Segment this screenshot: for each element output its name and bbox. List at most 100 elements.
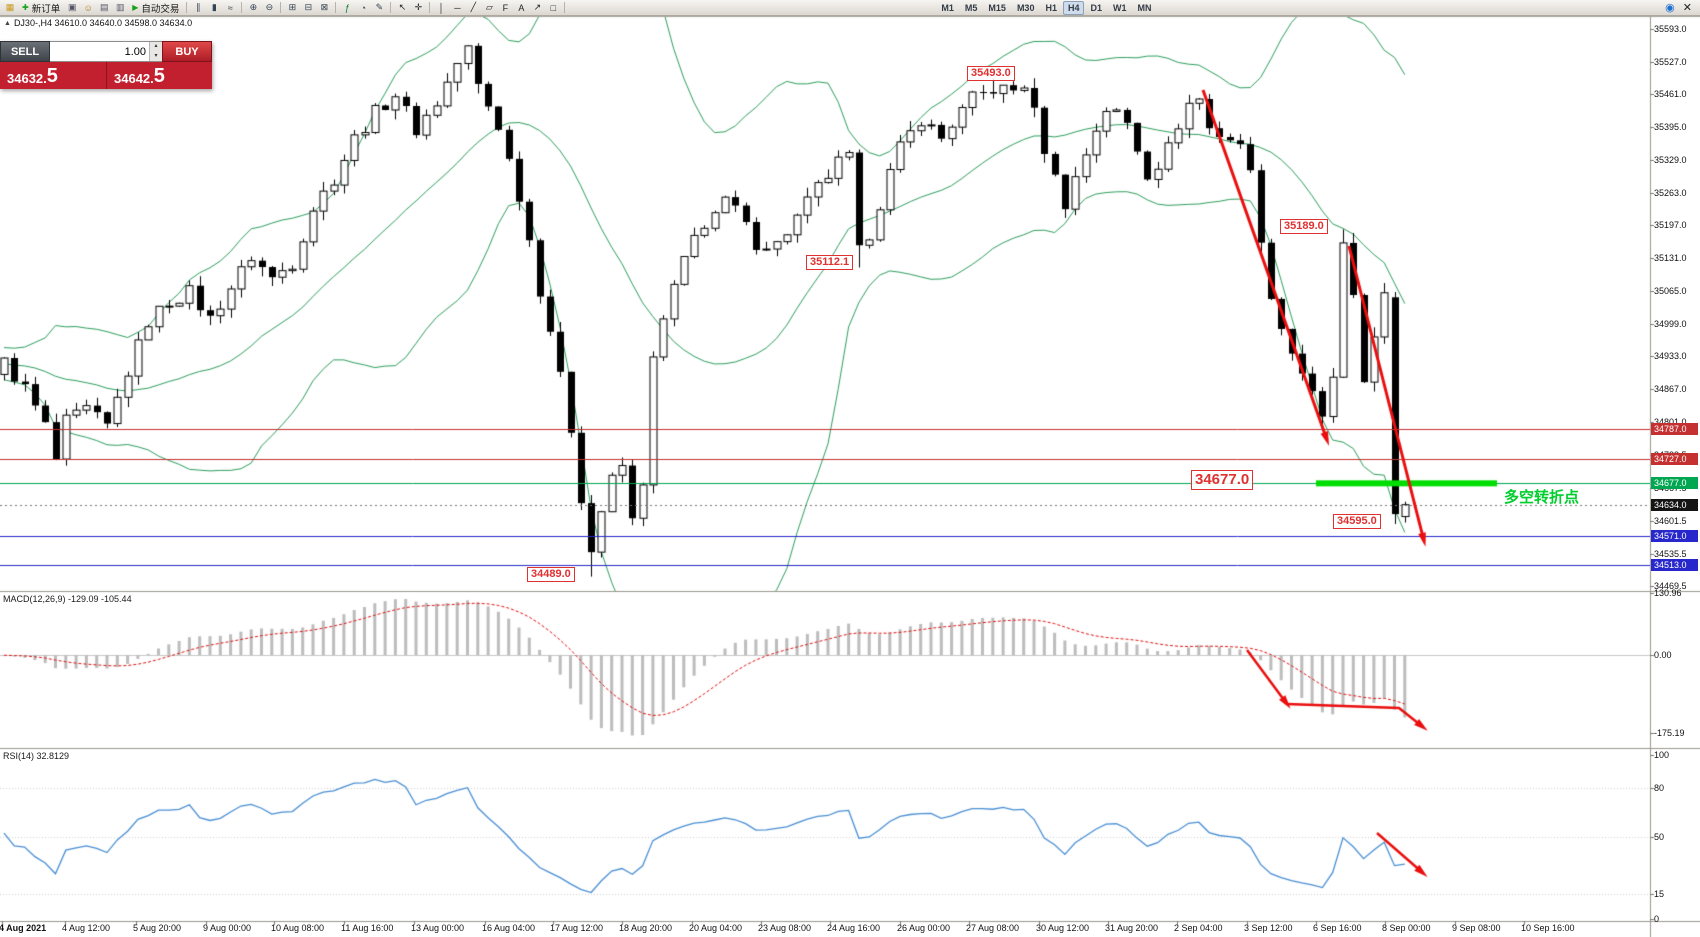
toolbar-separator xyxy=(429,2,431,13)
candlestick-chart-icon-icon: ▮ xyxy=(211,2,217,12)
new-chart-icon-icon: ⊞ xyxy=(288,2,297,12)
chart-expand-icon: ▲ xyxy=(4,19,11,27)
toolbar-button-label: 新订单 xyxy=(31,3,61,15)
profiles-icon-icon: ☺ xyxy=(83,2,93,13)
crosshair-icon[interactable]: ✛ xyxy=(410,1,426,15)
arrow-tool-icon[interactable]: ↗ xyxy=(529,1,545,15)
period-icon-icon: ◔ xyxy=(360,2,367,13)
new-order-button[interactable]: ✚ 新订单 xyxy=(18,1,64,15)
horizontal-line-icon-icon: ─ xyxy=(454,2,461,13)
autotrading-button[interactable]: ▶ 自动交易 xyxy=(128,1,183,15)
timeframe-m5[interactable]: M5 xyxy=(964,2,978,13)
zoom-out-icon[interactable]: ⊖ xyxy=(261,1,277,15)
toolbar-separator xyxy=(564,2,566,13)
symbol-ohlc-text: DJ30-,H4 34610.0 34640.0 34598.0 34634.0 xyxy=(13,18,193,28)
lot-decrease-button[interactable]: ▾ xyxy=(150,51,162,61)
profiles-icon[interactable]: ☺ xyxy=(80,1,96,15)
toolbar-separator xyxy=(280,2,282,13)
navigator-icon-icon: ▥ xyxy=(115,2,125,12)
terminal-icon-icon: ▦ xyxy=(5,2,15,12)
timeframe-d1[interactable]: D1 xyxy=(1090,2,1102,13)
zoom-in-icon[interactable]: ⊕ xyxy=(245,1,261,15)
timeframe-mn[interactable]: MN xyxy=(1137,2,1152,13)
rsi-label: RSI(14) 32.8129 xyxy=(3,751,70,761)
close-icon[interactable]: ✕ xyxy=(1682,2,1692,14)
new-order-icon: ✚ xyxy=(22,3,29,12)
crosshair-icon-icon: ✛ xyxy=(414,2,423,12)
toolbar-separator xyxy=(335,2,337,13)
timeframe-m30[interactable]: M30 xyxy=(1016,2,1035,13)
chart-window-icon[interactable]: ▣ xyxy=(64,1,80,15)
new-chart-icon[interactable]: ⊞ xyxy=(284,1,300,15)
lot-size-field[interactable]: 1.00 ▴ ▾ xyxy=(50,41,162,62)
lot-size-value[interactable]: 1.00 xyxy=(124,45,146,58)
toolbar-right-group: ◉ ✕ xyxy=(1665,1,1692,14)
community-icon[interactable]: ◉ xyxy=(1665,2,1675,14)
macd-label: MACD(12,26,9) -129.09 -105.44 xyxy=(3,594,132,604)
buy-price-main: 34642. xyxy=(114,71,154,86)
fibonacci-icon[interactable]: F xyxy=(497,1,513,15)
navigator-icon[interactable]: ▥ xyxy=(112,1,128,15)
buy-price[interactable]: 34642. 5 xyxy=(106,62,212,89)
trendline-icon-icon: ╱ xyxy=(470,2,477,12)
sell-price-main: 34632. xyxy=(7,71,47,86)
cursor-icon[interactable]: ↖ xyxy=(394,1,410,15)
timeframe-w1[interactable]: W1 xyxy=(1113,2,1127,13)
tile-windows-icon[interactable]: ⊟ xyxy=(300,1,316,15)
templates-icon-icon: ✎ xyxy=(375,2,384,12)
indicators-icon-icon: ƒ xyxy=(344,2,350,13)
autotrading-icon: ▶ xyxy=(132,3,139,12)
trendline-icon[interactable]: ╱ xyxy=(465,1,481,15)
toolbar-separator xyxy=(241,2,243,13)
fibonacci-icon-icon: F xyxy=(502,2,509,13)
market-watch-icon[interactable]: ▤ xyxy=(96,1,112,15)
symbol-ohlc-info: ▲ DJ30-,H4 34610.0 34640.0 34598.0 34634… xyxy=(4,18,192,28)
zoom-out-icon-icon: ⊖ xyxy=(265,2,274,12)
bar-chart-icon[interactable]: ∥ xyxy=(190,1,206,15)
timeframe-group: M1 M5 M15 M30 H1 H4 D1 W1 MN xyxy=(936,0,1156,15)
timeframe-m15[interactable]: M15 xyxy=(988,2,1006,13)
horizontal-line-icon[interactable]: ─ xyxy=(449,1,465,15)
shapes-icon[interactable]: □ xyxy=(545,1,561,15)
toolbar-button-label: 自动交易 xyxy=(141,3,180,15)
zoom-in-icon-icon: ⊕ xyxy=(249,2,258,12)
toolbar-separator xyxy=(390,2,392,13)
one-click-trade-panel: SELL 1.00 ▴ ▾ BUY 34632. 5 34642. 5 xyxy=(0,41,212,89)
lot-increase-button[interactable]: ▴ xyxy=(150,42,162,52)
text-icon[interactable]: A xyxy=(513,1,529,15)
templates-icon[interactable]: ✎ xyxy=(371,1,387,15)
period-icon[interactable]: ◔ xyxy=(355,1,371,15)
toolbar: ▦ ✚ 新订单 ▣ ☺ ▤ ▥ ▶ 自动交易 ∥ ▮ ≈ ⊕ ⊖ ⊞ ⊟ ⊠ ƒ ◔ ✎ ↖ ✛ │ ─ ╱ ▱ F A ↗ □ M1 M5 M… xyxy=(0,0,1700,16)
vertical-line-icon[interactable]: │ xyxy=(433,1,449,15)
quote-prices: 34632. 5 34642. 5 xyxy=(0,62,212,89)
arrow-tool-icon-icon: ↗ xyxy=(533,2,542,12)
tile-windows-icon-icon: ⊟ xyxy=(304,2,313,12)
cascade-windows-icon[interactable]: ⊠ xyxy=(316,1,332,15)
sell-price[interactable]: 34632. 5 xyxy=(0,62,106,89)
cascade-windows-icon-icon: ⊠ xyxy=(320,2,329,12)
terminal-icon[interactable]: ▦ xyxy=(2,1,18,15)
channel-icon-icon: ▱ xyxy=(485,2,493,12)
vertical-line-icon-icon: │ xyxy=(438,2,445,13)
cursor-icon-icon: ↖ xyxy=(398,2,407,12)
market-watch-icon-icon: ▤ xyxy=(99,2,109,12)
channel-icon[interactable]: ▱ xyxy=(481,1,497,15)
timeframe-h4[interactable]: H4 xyxy=(1062,0,1085,15)
lot-spinner: ▴ ▾ xyxy=(149,42,162,61)
timeframe-h1[interactable]: H1 xyxy=(1045,2,1057,13)
text-icon-icon: A xyxy=(518,2,525,13)
timeframe-m1[interactable]: M1 xyxy=(941,2,954,13)
indicators-icon[interactable]: ƒ xyxy=(339,1,355,15)
buy-button[interactable]: BUY xyxy=(162,41,212,62)
chart-window-icon-icon: ▣ xyxy=(67,2,77,12)
line-chart-icon[interactable]: ≈ xyxy=(222,1,238,15)
buy-price-big-digit: 5 xyxy=(153,65,165,87)
bar-chart-icon-icon: ∥ xyxy=(196,2,201,12)
sell-button[interactable]: SELL xyxy=(0,41,50,62)
shapes-icon-icon: □ xyxy=(550,2,557,13)
candlestick-chart-icon[interactable]: ▮ xyxy=(206,1,222,15)
line-chart-icon-icon: ≈ xyxy=(227,2,233,13)
toolbar-separator xyxy=(186,2,188,13)
sell-price-big-digit: 5 xyxy=(46,65,58,87)
